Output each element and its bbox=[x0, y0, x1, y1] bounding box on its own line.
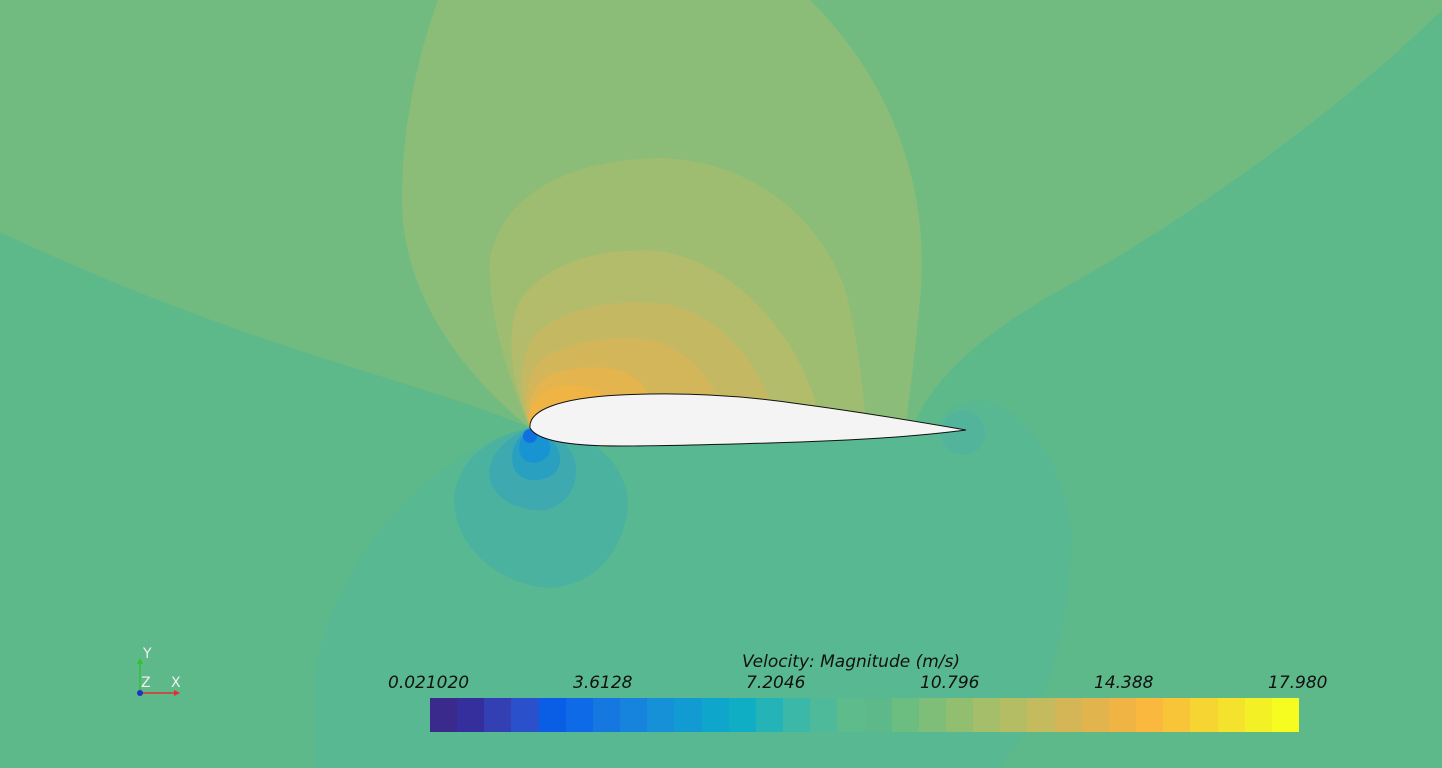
scalar-bar-swatch bbox=[511, 698, 539, 732]
scalar-bar-swatch bbox=[457, 698, 485, 732]
scalar-bar-swatch bbox=[973, 698, 1001, 732]
scalar-bar-title: Velocity: Magnitude (m/s) bbox=[742, 652, 961, 672]
scalar-bar-swatch bbox=[728, 698, 756, 732]
scalar-bar-swatch bbox=[1136, 698, 1164, 732]
scalar-bar-swatch bbox=[891, 698, 919, 732]
scalar-bar-swatch bbox=[701, 698, 729, 732]
scalar-bar-swatch bbox=[1163, 698, 1191, 732]
axis-label-z: Z bbox=[141, 675, 151, 691]
scalar-bar-swatch bbox=[1190, 698, 1218, 732]
orientation-axes: Y Z X bbox=[128, 644, 188, 700]
scalar-bar-swatch bbox=[783, 698, 811, 732]
scalar-bar-swatch bbox=[918, 698, 946, 732]
scalar-bar-swatch bbox=[1000, 698, 1028, 732]
scalar-color-bar[interactable] bbox=[430, 698, 1299, 732]
scalar-bar-swatch bbox=[1271, 698, 1299, 732]
scalar-tick-3: 10.796 bbox=[920, 673, 980, 693]
scalar-bar-swatch bbox=[864, 698, 892, 732]
scalar-bar-swatch bbox=[1054, 698, 1082, 732]
airfoil-body[interactable] bbox=[529, 393, 967, 447]
scalar-bar-swatch bbox=[1217, 698, 1245, 732]
scalar-tick-4: 14.388 bbox=[1094, 673, 1154, 693]
scalar-bar-swatch bbox=[430, 698, 458, 732]
scalar-bar-swatch bbox=[620, 698, 648, 732]
scalar-tick-5: 17.980 bbox=[1268, 673, 1328, 693]
scalar-bar-swatch bbox=[1081, 698, 1109, 732]
axis-label-y: Y bbox=[143, 646, 152, 662]
scalar-bar-swatch bbox=[538, 698, 566, 732]
axis-label-x: X bbox=[171, 675, 181, 691]
scalar-bar-swatch bbox=[484, 698, 512, 732]
scalar-bar-swatch bbox=[592, 698, 621, 732]
scalar-bar-swatch bbox=[810, 698, 838, 732]
scalar-bar-swatch bbox=[1108, 698, 1137, 732]
scalar-bar-swatch bbox=[565, 698, 593, 732]
axes-triad-graphic bbox=[137, 658, 180, 696]
scalar-bar-swatch bbox=[1027, 698, 1055, 732]
scalar-tick-0: 0.021020 bbox=[388, 673, 470, 693]
scalar-bar-swatch bbox=[755, 698, 784, 732]
scalar-bar-swatch bbox=[1244, 698, 1272, 732]
scalar-tick-1: 3.6128 bbox=[573, 673, 633, 693]
scalar-bar-swatch bbox=[674, 698, 702, 732]
scalar-bar-swatch bbox=[945, 698, 974, 732]
scalar-tick-2: 7.2046 bbox=[746, 673, 806, 693]
trailing-edge-ring bbox=[941, 411, 985, 455]
scalar-bar-swatch bbox=[837, 698, 865, 732]
scalar-bar-swatch bbox=[647, 698, 675, 732]
